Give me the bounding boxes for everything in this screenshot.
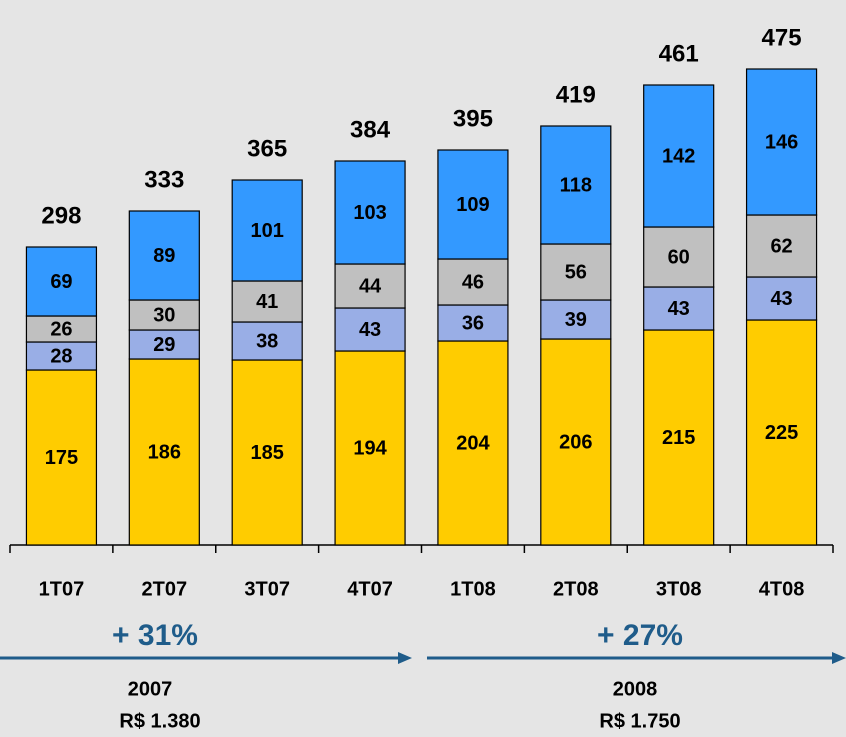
- annotation: + 31%: [112, 619, 198, 652]
- bar-segment: [745, 276, 818, 321]
- data-label: 142: [662, 145, 695, 167]
- bar-segment: [334, 160, 406, 265]
- bar-segment: [128, 358, 200, 546]
- annotation: R$ 1.750: [599, 710, 680, 732]
- x-tick-label: 2T08: [553, 578, 599, 600]
- data-label: 186: [148, 441, 181, 463]
- data-label: 38: [256, 330, 278, 352]
- x-tick-label: 1T08: [450, 578, 496, 600]
- bar-segment: [25, 341, 98, 371]
- bar-segment: [231, 321, 303, 361]
- x-tick-label: 2T07: [142, 578, 188, 600]
- annotation: 2008: [613, 678, 658, 700]
- data-label: 39: [565, 309, 587, 331]
- total-label: 461: [659, 40, 699, 67]
- data-label: 225: [765, 422, 798, 444]
- bar-segment: [643, 329, 715, 546]
- total-label: 298: [41, 202, 81, 229]
- data-label: 118: [560, 174, 592, 196]
- data-label: 29: [153, 334, 175, 356]
- bar-segment: [643, 84, 715, 228]
- bar-segment: [540, 338, 612, 546]
- x-tick-label: 3T08: [656, 578, 702, 600]
- bar-segment: [540, 243, 612, 301]
- data-label: 43: [668, 298, 690, 320]
- bar-segment: [334, 307, 406, 352]
- annotation: 2007: [128, 678, 173, 700]
- data-label: 30: [153, 304, 175, 326]
- data-label: 56: [565, 261, 587, 283]
- bar-segment: [25, 246, 98, 317]
- total-label: 419: [556, 81, 596, 108]
- data-label: 26: [50, 318, 72, 340]
- data-label: 215: [662, 427, 695, 449]
- data-label: 43: [359, 319, 381, 341]
- data-label: 43: [770, 288, 792, 310]
- data-label: 185: [251, 442, 284, 464]
- bar-segment: [745, 68, 818, 216]
- annotation: + 27%: [597, 619, 683, 652]
- data-label: 194: [353, 437, 387, 459]
- bar-segment: [25, 369, 98, 546]
- data-label: 101: [251, 220, 284, 242]
- data-label: 89: [153, 245, 175, 267]
- annotation: R$ 1.380: [119, 710, 200, 732]
- bar-segment: [334, 263, 406, 309]
- data-label: 206: [559, 431, 592, 453]
- x-tick-label: 4T08: [759, 578, 805, 600]
- bar-segment: [128, 210, 200, 301]
- total-label: 395: [453, 105, 493, 132]
- data-label: 28: [50, 345, 72, 367]
- data-label: 36: [462, 312, 484, 334]
- bar-segment: [334, 350, 406, 546]
- data-label: 46: [462, 271, 484, 293]
- x-tick-label: 1T07: [39, 578, 85, 600]
- bar-segment: [437, 149, 509, 260]
- data-label: 175: [45, 447, 78, 469]
- data-label: 44: [359, 275, 382, 297]
- x-tick-label: 4T07: [347, 578, 393, 600]
- bar-segment: [128, 329, 200, 360]
- bar-segment: [437, 304, 509, 342]
- total-label: 475: [762, 24, 802, 51]
- data-label: 62: [770, 235, 792, 257]
- data-label: 60: [668, 246, 690, 268]
- bar-segment: [231, 359, 303, 546]
- total-label: 365: [247, 135, 287, 162]
- data-label: 204: [456, 432, 490, 454]
- bar-segment: [643, 226, 715, 288]
- data-label: 103: [353, 202, 386, 224]
- x-tick-label: 3T07: [244, 578, 290, 600]
- bar-segment: [437, 340, 509, 546]
- bar-segment: [231, 179, 303, 282]
- bar-segment: [437, 258, 509, 306]
- total-label: 333: [144, 166, 184, 193]
- data-label: 41: [256, 291, 278, 313]
- bar-segment: [540, 125, 612, 245]
- total-label: 384: [350, 116, 391, 143]
- bar-segment: [745, 214, 818, 278]
- data-label: 146: [765, 131, 798, 153]
- data-label: 69: [50, 271, 72, 293]
- arrow-head: [398, 652, 412, 664]
- arrow-head: [832, 652, 846, 664]
- data-label: 109: [456, 194, 489, 216]
